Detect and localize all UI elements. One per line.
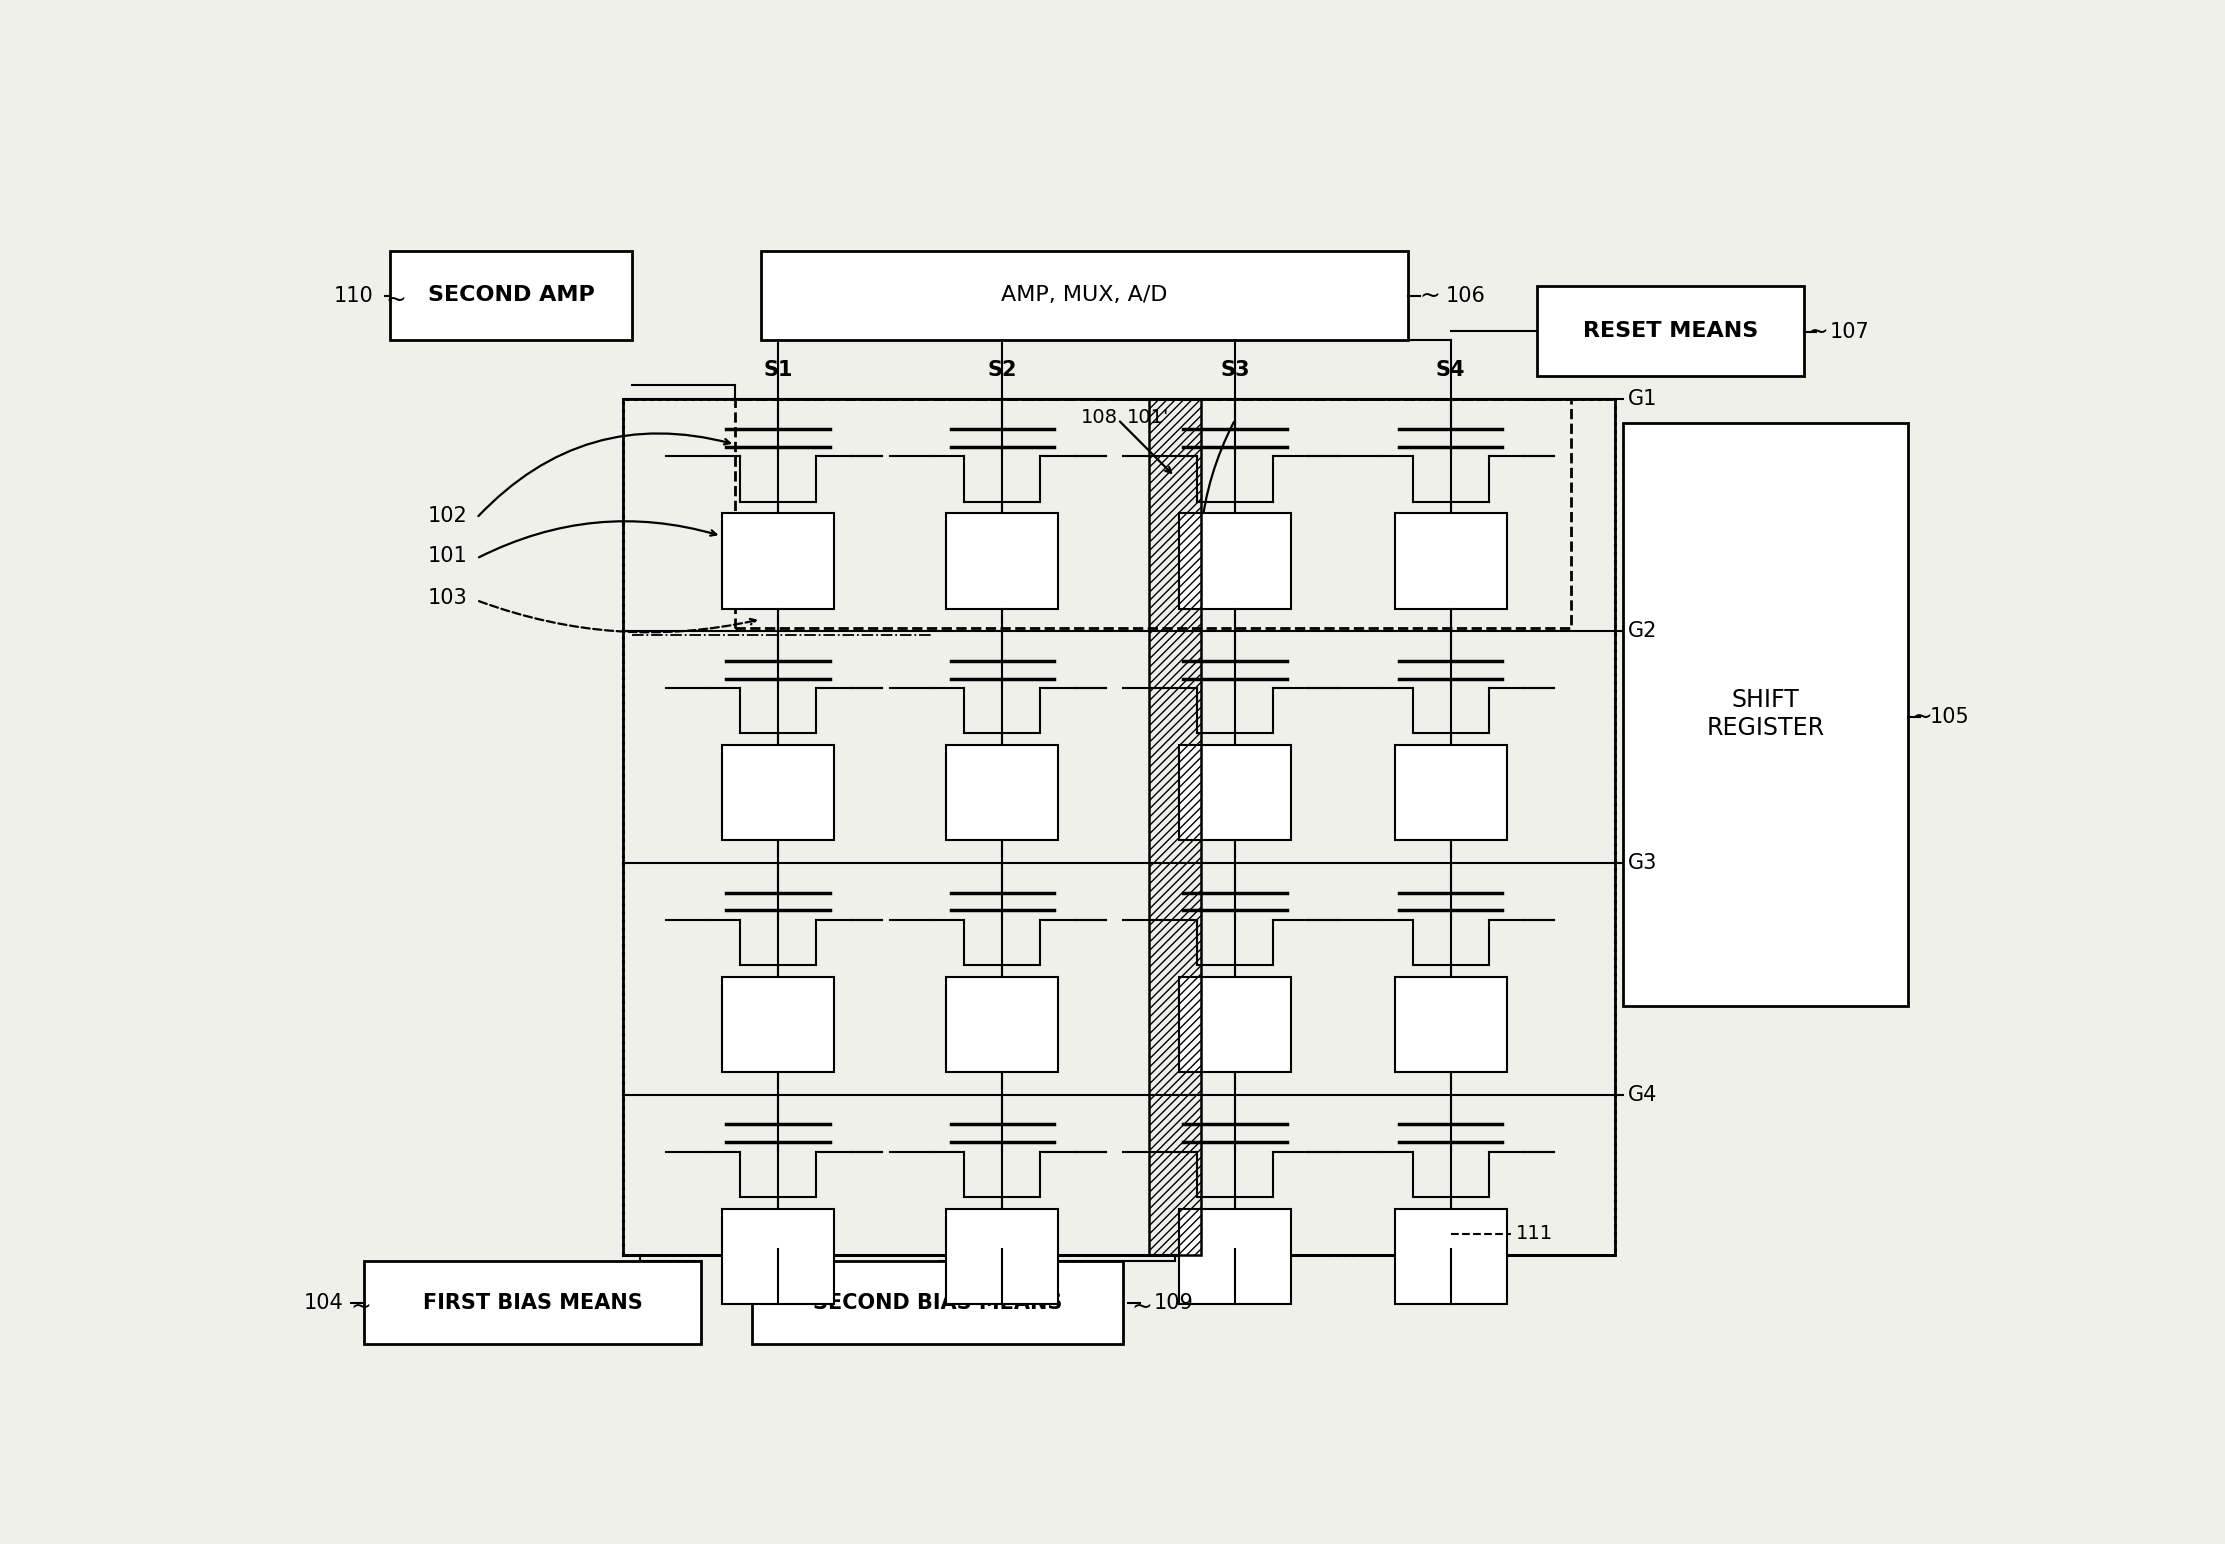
- Text: 107: 107: [1829, 321, 1869, 341]
- Text: 106: 106: [1446, 286, 1486, 306]
- Text: ~: ~: [385, 287, 405, 312]
- Text: 102: 102: [427, 506, 467, 527]
- Bar: [946, 746, 1059, 840]
- Bar: [752, 1261, 1124, 1345]
- Bar: [946, 1209, 1059, 1305]
- Bar: [1148, 400, 1202, 1255]
- Text: ~: ~: [1420, 284, 1440, 307]
- Bar: [389, 250, 632, 340]
- Text: 104: 104: [305, 1292, 343, 1312]
- Bar: [1395, 977, 1506, 1072]
- Text: 110: 110: [334, 286, 374, 306]
- Bar: [723, 746, 834, 840]
- Text: 108: 108: [1081, 408, 1117, 426]
- Bar: [1395, 1209, 1506, 1305]
- Text: 101: 101: [427, 547, 467, 567]
- Bar: [723, 977, 834, 1072]
- Bar: [1395, 514, 1506, 608]
- Text: AMP, MUX, A/D: AMP, MUX, A/D: [1001, 286, 1168, 306]
- Text: ~: ~: [352, 1294, 372, 1319]
- Text: S3: S3: [1219, 360, 1250, 380]
- Text: S2: S2: [988, 360, 1017, 380]
- Text: 101': 101': [1126, 408, 1168, 426]
- Text: G4: G4: [1629, 1085, 1658, 1106]
- Bar: [1179, 977, 1290, 1072]
- Bar: [723, 514, 834, 608]
- Text: 111: 111: [1515, 1224, 1553, 1243]
- Text: G1: G1: [1629, 389, 1658, 409]
- Text: G2: G2: [1629, 621, 1658, 641]
- Text: 103: 103: [427, 588, 467, 608]
- Bar: [761, 250, 1408, 340]
- Bar: [623, 400, 1615, 1255]
- Text: ~: ~: [1911, 704, 1931, 729]
- Bar: [723, 1209, 834, 1305]
- Text: S4: S4: [1435, 360, 1466, 380]
- Text: 105: 105: [1929, 707, 1969, 727]
- Bar: [734, 400, 1571, 627]
- Text: FIRST BIAS MEANS: FIRST BIAS MEANS: [423, 1292, 643, 1312]
- Bar: [1179, 746, 1290, 840]
- Text: 109: 109: [1155, 1292, 1195, 1312]
- Bar: [1179, 1209, 1290, 1305]
- Text: SECOND AMP: SECOND AMP: [427, 286, 594, 306]
- Bar: [946, 514, 1059, 608]
- Text: ~: ~: [1133, 1294, 1153, 1319]
- Text: S1: S1: [763, 360, 792, 380]
- Text: SHIFT
REGISTER: SHIFT REGISTER: [1707, 689, 1824, 740]
- Text: G3: G3: [1629, 852, 1658, 872]
- Bar: [946, 977, 1059, 1072]
- Text: RESET MEANS: RESET MEANS: [1582, 321, 1758, 341]
- Text: ~: ~: [1807, 320, 1829, 343]
- Text: SECOND BIAS MEANS: SECOND BIAS MEANS: [812, 1292, 1061, 1312]
- Bar: [1395, 746, 1506, 840]
- Bar: [1537, 286, 1804, 375]
- Bar: [1179, 514, 1290, 608]
- Bar: [1624, 423, 1907, 1005]
- Bar: [365, 1261, 701, 1345]
